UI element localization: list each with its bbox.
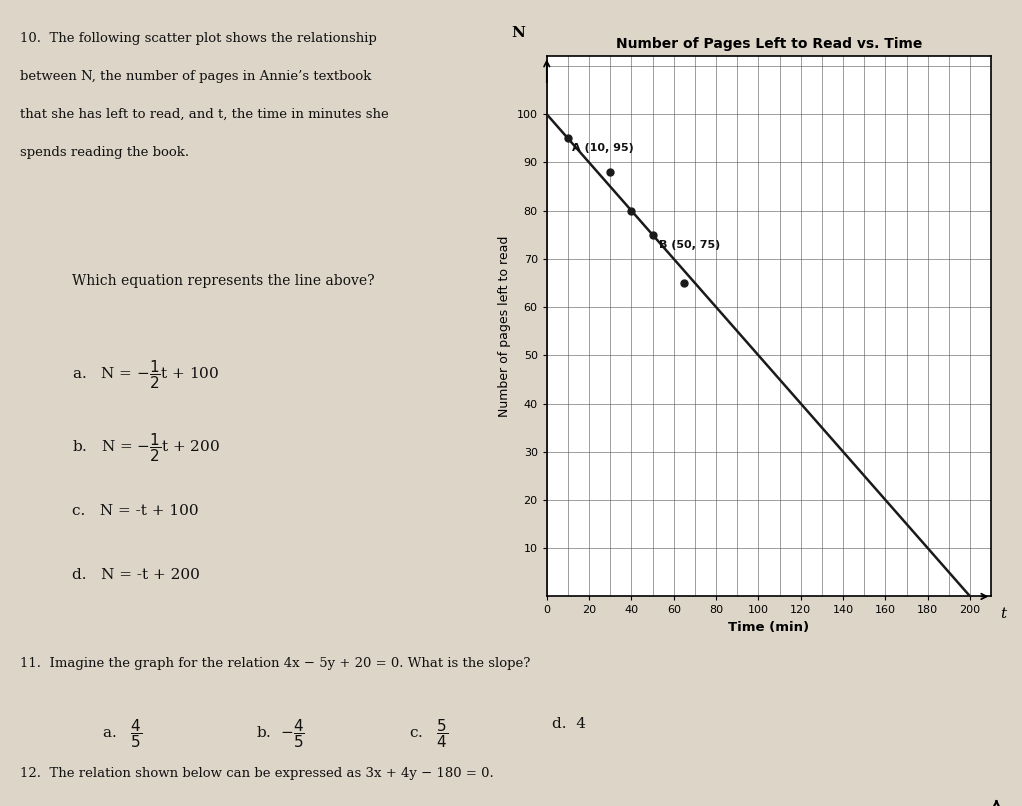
Text: that she has left to read, and t, the time in minutes she: that she has left to read, and t, the ti… xyxy=(20,108,389,121)
Text: b.  $-\dfrac{4}{5}$: b. $-\dfrac{4}{5}$ xyxy=(256,717,305,750)
Text: d.   N = -t + 200: d. N = -t + 200 xyxy=(72,568,199,582)
Text: d.  4: d. 4 xyxy=(552,717,586,731)
Text: t: t xyxy=(1001,607,1007,621)
Text: N: N xyxy=(511,27,525,40)
X-axis label: Time (min): Time (min) xyxy=(729,621,809,634)
Title: Number of Pages Left to Read vs. Time: Number of Pages Left to Read vs. Time xyxy=(616,37,922,51)
Text: c.   $\dfrac{5}{4}$: c. $\dfrac{5}{4}$ xyxy=(409,717,449,750)
Text: spends reading the book.: spends reading the book. xyxy=(20,146,189,159)
Text: a.   N = $-\dfrac{1}{2}$t + 100: a. N = $-\dfrac{1}{2}$t + 100 xyxy=(72,359,219,392)
Text: b.   N = $-\dfrac{1}{2}$t + 200: b. N = $-\dfrac{1}{2}$t + 200 xyxy=(72,431,220,464)
Text: 12.  The relation shown below can be expressed as 3x + 4y − 180 = 0.: 12. The relation shown below can be expr… xyxy=(20,767,495,780)
Text: A (10, 95): A (10, 95) xyxy=(572,143,634,153)
Text: between N, the number of pages in Annie’s textbook: between N, the number of pages in Annie’… xyxy=(20,70,372,83)
Text: a.   $\dfrac{4}{5}$: a. $\dfrac{4}{5}$ xyxy=(102,717,142,750)
Text: Which equation represents the line above?: Which equation represents the line above… xyxy=(72,274,374,288)
Text: c.   N = -t + 100: c. N = -t + 100 xyxy=(72,504,198,517)
Text: 11.  Imagine the graph for the relation 4x − 5y + 20 = 0. What is the slope?: 11. Imagine the graph for the relation 4… xyxy=(20,657,530,670)
Text: 10.  The following scatter plot shows the relationship: 10. The following scatter plot shows the… xyxy=(20,32,377,45)
Y-axis label: Number of pages left to read: Number of pages left to read xyxy=(498,235,511,418)
Text: B (50, 75): B (50, 75) xyxy=(659,239,721,250)
